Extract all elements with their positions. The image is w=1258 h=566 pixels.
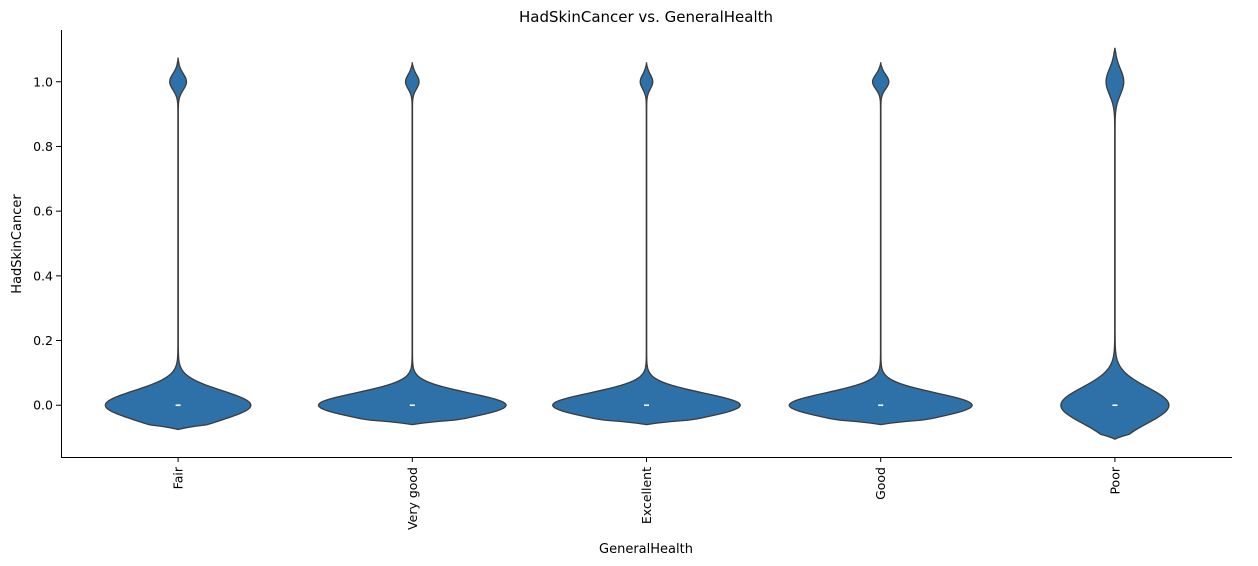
y-tick-label: 0.4 (33, 268, 53, 283)
y-axis-ticks: 0.0 0.2 0.4 0.6 0.8 1.0 (33, 74, 61, 413)
violin-good (788, 62, 973, 426)
violin-fair (104, 57, 252, 431)
y-tick-label: 1.0 (33, 74, 53, 89)
violin-poor (1060, 47, 1170, 440)
x-axis-label: GeneralHealth (599, 542, 693, 557)
chart-title: HadSkinCancer vs. GeneralHealth (519, 8, 773, 26)
x-axis-ticks: Fair Very good Excellent Good Poor (171, 457, 1122, 530)
x-tick-label: Fair (171, 466, 186, 489)
x-tick-label: Excellent (639, 467, 654, 524)
y-tick-label: 0.0 (33, 398, 53, 413)
y-tick-label: 0.8 (33, 139, 53, 154)
violin-very-good (317, 62, 507, 426)
y-axis-label: HadSkinCancer (10, 194, 25, 294)
x-tick-label: Good (873, 467, 888, 500)
x-tick-label: Poor (1107, 466, 1122, 494)
violin-excellent (551, 62, 742, 426)
y-tick-label: 0.2 (33, 333, 53, 348)
violins-group (104, 47, 1170, 440)
y-tick-label: 0.6 (33, 204, 53, 219)
x-tick-label: Very good (405, 467, 420, 530)
